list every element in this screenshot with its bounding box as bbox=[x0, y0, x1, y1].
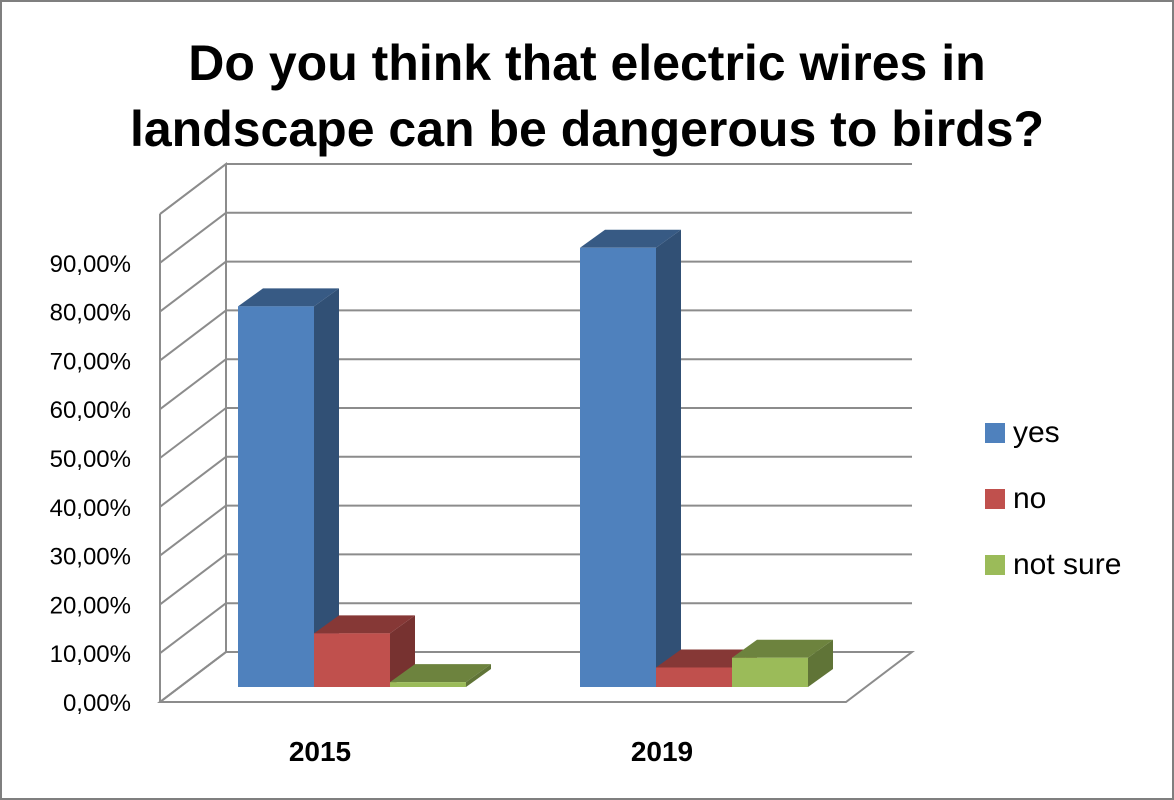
legend-label-yes: yes bbox=[1013, 416, 1060, 449]
y-tick-label: 80,00% bbox=[50, 300, 131, 327]
chart-legend: yes no not sure bbox=[985, 400, 1121, 598]
x-tick-label: 2019 bbox=[631, 736, 693, 767]
bar-side bbox=[808, 639, 833, 687]
chart-title-line-1: Do you think that electric wires in bbox=[188, 35, 986, 91]
legend-item-yes: yes bbox=[985, 400, 1121, 466]
gridline-diagonal bbox=[159, 407, 227, 459]
x-tick-label: 2015 bbox=[289, 736, 351, 767]
bar-top bbox=[238, 288, 339, 307]
bar-top bbox=[314, 615, 415, 634]
x-axis-tick-labels: 2015 2019 bbox=[289, 736, 693, 767]
legend-swatch-yes bbox=[985, 423, 1005, 443]
legend-item-not-sure: not sure bbox=[985, 532, 1121, 598]
y-tick-label: 90,00% bbox=[50, 251, 131, 278]
bar-front bbox=[238, 306, 314, 687]
chart-title-line-2: landscape can be dangerous to birds? bbox=[129, 101, 1045, 157]
legend-label-not-sure: not sure bbox=[1013, 548, 1122, 581]
bar-side bbox=[314, 288, 339, 687]
bar-top bbox=[390, 664, 491, 683]
gridline-diagonal bbox=[159, 358, 227, 410]
gridline-diagonal bbox=[159, 309, 227, 362]
y-axis-tick-labels: 0,00% 10,00% 20,00% 30,00% 40,00% 50,00% 60,00… bbox=[50, 251, 131, 717]
bar-side bbox=[466, 664, 491, 687]
gridline-diagonal bbox=[159, 651, 227, 703]
bar-front bbox=[390, 682, 466, 687]
bar-front bbox=[580, 247, 656, 688]
y-tick-label: 0,00% bbox=[63, 690, 131, 717]
gridline-diagonal bbox=[159, 163, 227, 215]
bar-side bbox=[656, 229, 681, 688]
legend-label-no: no bbox=[1013, 482, 1047, 515]
y-tick-label: 50,00% bbox=[50, 446, 131, 473]
bar-top bbox=[656, 649, 757, 668]
bar-not-sure-2015 bbox=[390, 664, 491, 687]
bar-top bbox=[580, 229, 681, 248]
y-tick-label: 10,00% bbox=[50, 641, 131, 668]
bar-front bbox=[732, 657, 808, 687]
legend-item-no: no bbox=[985, 466, 1121, 532]
gridline-diagonal bbox=[159, 602, 227, 654]
y-tick-label: 40,00% bbox=[50, 495, 131, 522]
gridline-diagonal bbox=[159, 504, 227, 557]
y-tick-label: 20,00% bbox=[50, 592, 131, 619]
legend-swatch-no bbox=[985, 489, 1005, 509]
gridline-diagonal bbox=[159, 456, 227, 508]
chart-title: Do you think that electric wires in land… bbox=[0, 30, 1174, 162]
bar-front bbox=[314, 633, 390, 687]
y-tick-label: 30,00% bbox=[50, 544, 131, 571]
chart-bars bbox=[238, 229, 833, 688]
gridline-diagonal bbox=[159, 260, 227, 313]
y-tick-label: 70,00% bbox=[50, 348, 131, 375]
bar-top bbox=[732, 639, 833, 658]
bar-yes-2019 bbox=[580, 229, 681, 688]
gridline-diagonal bbox=[159, 553, 227, 606]
gridline-diagonal bbox=[159, 212, 227, 264]
bar-yes-2015 bbox=[238, 288, 339, 687]
y-tick-label: 60,00% bbox=[50, 397, 131, 424]
bar-front bbox=[656, 667, 732, 687]
legend-swatch-not-sure bbox=[985, 555, 1005, 575]
bar-not-sure-2019 bbox=[732, 639, 833, 687]
